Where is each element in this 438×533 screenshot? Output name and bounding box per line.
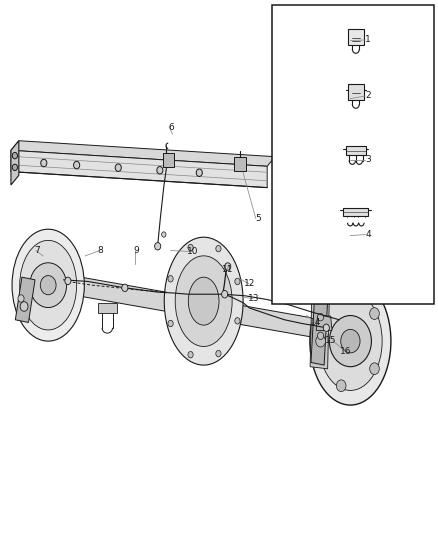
Circle shape: [74, 161, 80, 169]
Circle shape: [370, 363, 379, 375]
Polygon shape: [346, 146, 366, 155]
Circle shape: [323, 324, 329, 332]
Circle shape: [41, 159, 47, 167]
Text: 14: 14: [310, 318, 321, 327]
Circle shape: [30, 263, 67, 308]
Circle shape: [318, 313, 324, 321]
Circle shape: [188, 244, 193, 251]
Circle shape: [196, 169, 202, 176]
Circle shape: [115, 164, 121, 172]
Text: 13: 13: [248, 294, 260, 303]
Circle shape: [18, 295, 24, 302]
Circle shape: [162, 232, 166, 237]
Text: 2: 2: [365, 92, 371, 100]
Circle shape: [341, 329, 360, 353]
Polygon shape: [15, 277, 35, 322]
Text: 4: 4: [365, 230, 371, 239]
Polygon shape: [11, 141, 19, 185]
Text: 10: 10: [187, 247, 198, 256]
Polygon shape: [310, 294, 329, 369]
Circle shape: [12, 164, 18, 171]
Polygon shape: [11, 150, 267, 188]
Ellipse shape: [164, 237, 243, 365]
Circle shape: [188, 352, 193, 358]
Bar: [272, 5, 434, 304]
Polygon shape: [343, 208, 368, 216]
Circle shape: [20, 302, 28, 311]
Circle shape: [336, 380, 346, 392]
Ellipse shape: [318, 292, 382, 390]
Text: 8: 8: [98, 246, 104, 255]
Circle shape: [336, 290, 346, 302]
Text: 5: 5: [255, 214, 261, 223]
Circle shape: [222, 290, 228, 298]
Circle shape: [216, 246, 221, 252]
Circle shape: [155, 243, 161, 250]
Text: 7: 7: [34, 246, 40, 255]
Circle shape: [12, 152, 18, 159]
Circle shape: [235, 278, 240, 285]
Circle shape: [216, 350, 221, 357]
Circle shape: [65, 277, 71, 285]
Ellipse shape: [310, 277, 391, 405]
Text: 11: 11: [222, 265, 233, 273]
Polygon shape: [11, 141, 275, 166]
Ellipse shape: [175, 256, 232, 346]
Text: 12: 12: [244, 279, 255, 288]
Text: 9: 9: [133, 246, 139, 255]
Polygon shape: [234, 157, 246, 171]
Polygon shape: [163, 153, 174, 167]
Circle shape: [329, 316, 371, 367]
Circle shape: [168, 320, 173, 327]
Text: 15: 15: [325, 336, 336, 344]
Circle shape: [168, 276, 173, 282]
Circle shape: [225, 263, 231, 270]
Text: 3: 3: [365, 156, 371, 164]
Circle shape: [316, 335, 325, 347]
Ellipse shape: [12, 229, 84, 341]
Ellipse shape: [20, 240, 77, 330]
Polygon shape: [311, 298, 328, 365]
Circle shape: [40, 276, 56, 295]
Polygon shape: [348, 29, 364, 45]
Polygon shape: [316, 316, 332, 330]
Polygon shape: [348, 84, 364, 100]
Polygon shape: [42, 270, 359, 345]
Polygon shape: [98, 303, 117, 313]
Text: 1: 1: [365, 36, 371, 44]
Circle shape: [157, 166, 163, 174]
Text: 16: 16: [340, 348, 352, 356]
Circle shape: [318, 332, 324, 340]
Circle shape: [370, 308, 379, 319]
Circle shape: [235, 318, 240, 324]
Circle shape: [122, 284, 128, 292]
Ellipse shape: [188, 277, 219, 325]
Text: 6: 6: [168, 124, 174, 132]
